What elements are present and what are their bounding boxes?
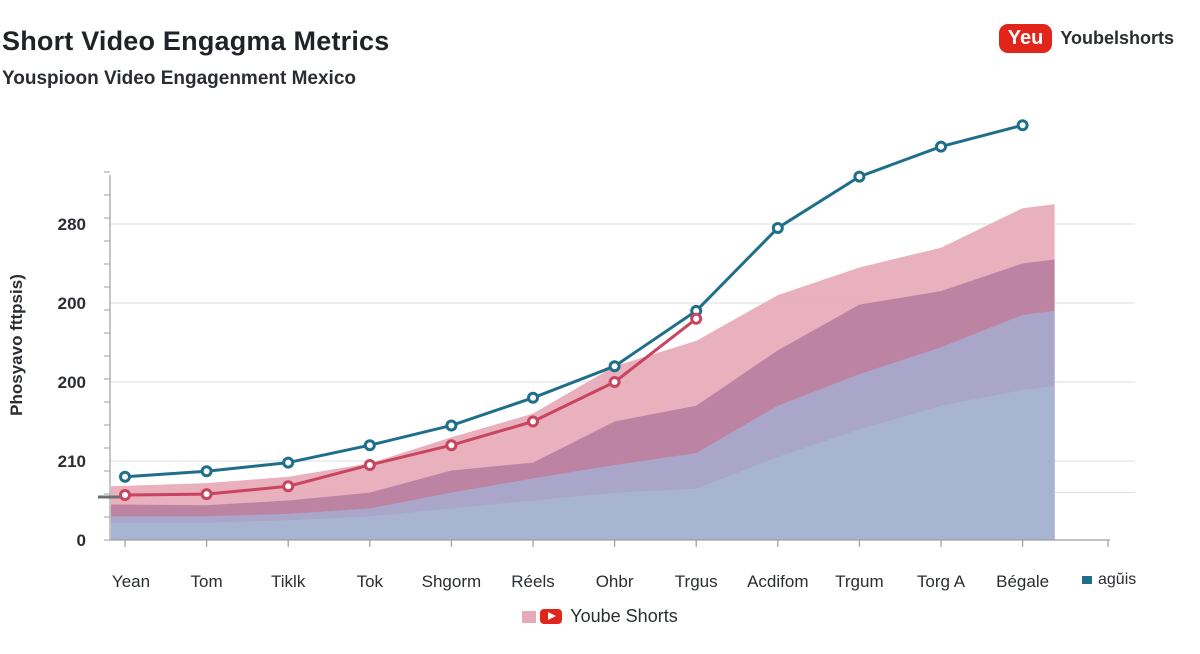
- legend-bottom: Yoube Shorts: [0, 606, 1200, 627]
- data-point: [119, 488, 131, 501]
- data-point: [1016, 119, 1029, 132]
- x-tick-label: Trgus: [675, 572, 718, 591]
- chart-title: Short Video Engagma Metrics: [2, 26, 390, 56]
- y-tick-label: 210: [58, 452, 86, 471]
- y-axis-title: Phosyavo fttpsis): [7, 274, 26, 416]
- x-tick-label: Yean: [112, 572, 150, 591]
- line-series-group: [119, 119, 1029, 501]
- data-point: [363, 458, 376, 471]
- data-point: [200, 488, 213, 501]
- data-point: [119, 470, 131, 483]
- line-series-1: [124, 317, 698, 497]
- x-tick-label: Torg A: [917, 572, 966, 591]
- legend-side-label: agŭis: [1098, 571, 1137, 588]
- data-point: [445, 439, 458, 452]
- x-tick-label: Tiklk: [271, 572, 306, 591]
- area-series-group: [111, 204, 1055, 540]
- x-tick-label: Bégale: [996, 572, 1049, 591]
- data-point: [282, 480, 295, 493]
- axes: [98, 171, 1110, 541]
- brand-name: Youbelshorts: [1060, 28, 1174, 48]
- line-series-0: [124, 123, 1023, 479]
- data-point: [527, 415, 539, 428]
- data-point: [608, 376, 621, 388]
- x-tick-label: Shgorm: [422, 572, 482, 591]
- legend-label: Yoube Shorts: [570, 606, 678, 626]
- brand-logo: Yeu Youbelshorts: [998, 24, 1174, 53]
- brand-badge: Yeu: [998, 24, 1053, 53]
- y-tick-label: 200: [58, 294, 86, 313]
- x-axis-ticks: Yean Tom Tiklk Tok Shgorm Réels Ohbr Trgus Acdif…: [112, 540, 1109, 591]
- y-tick-label: 0: [77, 531, 86, 550]
- data-point: [935, 140, 947, 153]
- data-point: [853, 170, 866, 183]
- x-tick-label: Trgum: [835, 572, 884, 591]
- data-point: [363, 439, 376, 452]
- data-point: [445, 419, 458, 432]
- legend-side-swatch: [1082, 576, 1092, 584]
- data-point: [690, 312, 703, 325]
- legend-swatch: [522, 610, 537, 623]
- x-tick-label: Tom: [191, 572, 223, 591]
- area-series-3: [111, 385, 1055, 540]
- x-tick-label: Acdifom: [747, 572, 808, 591]
- data-point: [282, 456, 295, 469]
- data-point: [200, 465, 213, 478]
- data-point: [771, 221, 784, 234]
- data-point: [608, 360, 621, 373]
- legend-side: agŭis: [1082, 571, 1136, 589]
- data-point: [527, 391, 539, 404]
- x-tick-label: Tok: [357, 572, 384, 591]
- y-axis-ticks: 0 210 200 200 280: [58, 215, 86, 550]
- y-tick-label: 200: [58, 373, 86, 392]
- x-tick-label: Ohbr: [596, 572, 634, 591]
- chart-subtitle: Youspioon Video Engagenment Mexico: [2, 68, 357, 89]
- x-tick-label: Réels: [511, 572, 554, 591]
- youtube-icon: [540, 609, 563, 624]
- y-tick-label: 280: [58, 215, 86, 234]
